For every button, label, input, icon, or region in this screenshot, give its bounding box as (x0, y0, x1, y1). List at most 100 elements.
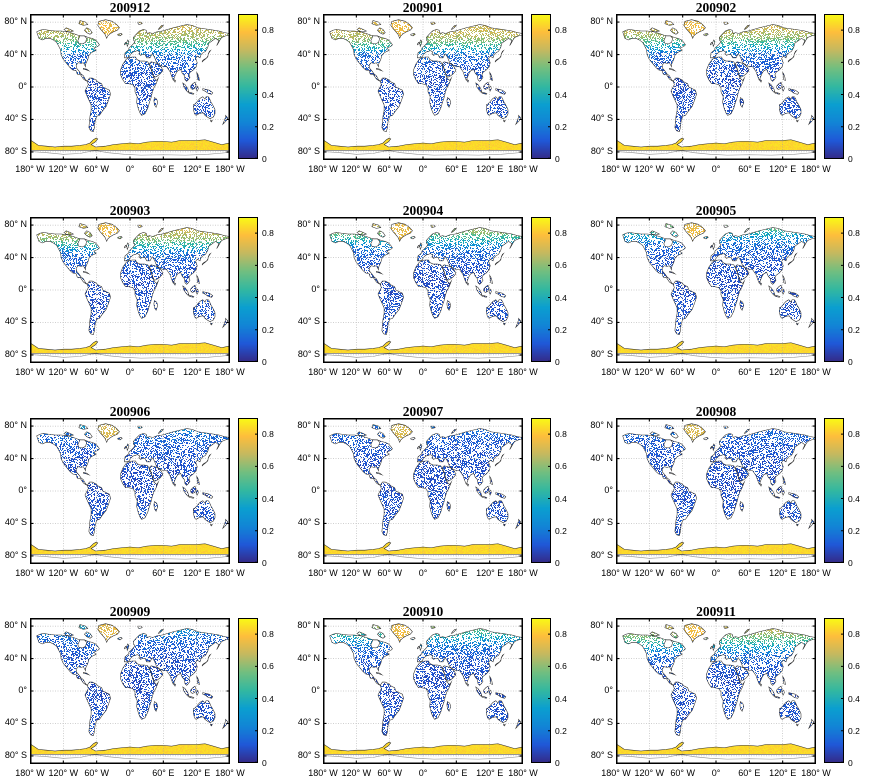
lon-tick-label: 120° E (476, 568, 504, 578)
lon-tick-label: 120° E (769, 367, 797, 377)
lat-tick-label: 80° S (297, 549, 320, 560)
colorbar-tick-label: 0.8 (555, 25, 567, 36)
lon-tick-label: 0° (418, 367, 428, 377)
colorbar-tick-label: 0.8 (848, 228, 860, 239)
map-subplot: 200905 80° N 40° N 0° 40° S 80° S 180° W 120° … (586, 195, 879, 390)
colorbar-canvas (531, 217, 551, 362)
colorbar-canvas (238, 618, 258, 763)
colorbar-tick-label: 0 (555, 558, 560, 568)
colorbar-tick-label: 0.2 (262, 121, 274, 132)
colorbar-canvas (238, 217, 258, 362)
lon-tick-label: 180° W (15, 568, 45, 578)
lon-tick-label: 0° (418, 768, 428, 778)
subplot-title: 200902 (695, 0, 737, 15)
lat-tick-label: 0° (604, 284, 613, 294)
lat-tick-label: 80° S (4, 549, 27, 560)
colorbar-tick-label: 0.6 (262, 661, 274, 672)
lon-tick-label: 120° E (183, 768, 211, 778)
lat-tick-label: 80° N (297, 420, 320, 431)
colorbar-tick-label: 0 (848, 558, 853, 568)
lon-tick-label: 180° W (801, 367, 831, 377)
colorbar-tick-label: 0.6 (555, 661, 567, 672)
lon-tick-label: 180° W (308, 768, 338, 778)
lat-tick-label: 40° S (4, 316, 27, 327)
map-subplot: 200912 80° N 40° N 0° 40° S 80° S 180° W 120° … (0, 0, 293, 195)
lat-tick-label: 80° N (590, 219, 613, 230)
lat-tick-label: 0° (604, 685, 613, 695)
lat-tick-label: 80° S (4, 348, 27, 359)
lon-tick-label: 60° E (152, 768, 175, 778)
lon-tick-label: 60° W (377, 164, 402, 174)
colorbar-tick-label: 0 (848, 758, 853, 768)
lon-tick-label: 60° W (670, 568, 695, 578)
lon-tick-label: 180° W (508, 164, 538, 174)
lat-tick-label: 80° S (4, 145, 27, 156)
lat-tick-label: 40° N (590, 652, 613, 663)
lon-tick-label: 120° W (48, 367, 79, 377)
colorbar-tick-label: 0 (848, 154, 853, 164)
colorbar-canvas (824, 217, 844, 362)
colorbar-tick-label: 0.6 (848, 461, 860, 472)
lat-tick-label: 80° S (4, 749, 27, 760)
lon-tick-label: 0° (711, 367, 721, 377)
lon-tick-label: 180° W (508, 568, 538, 578)
world-map-canvas (616, 217, 816, 363)
lon-tick-label: 120° W (634, 568, 665, 578)
lat-tick-label: 80° S (297, 145, 320, 156)
colorbar-tick-label: 0.6 (262, 260, 274, 271)
colorbar-tick-label: 0 (262, 758, 267, 768)
lat-tick-label: 80° N (590, 420, 613, 431)
lon-tick-label: 0° (711, 164, 721, 174)
world-map-canvas (323, 418, 523, 564)
lon-tick-label: 60° W (670, 768, 695, 778)
lat-tick-label: 40° S (590, 517, 613, 528)
map-subplot: 200903 80° N 40° N 0° 40° S 80° S 180° W 120° … (0, 195, 293, 390)
lon-tick-label: 60° W (84, 164, 109, 174)
colorbar-tick-label: 0.8 (262, 429, 274, 440)
map-subplot: 200911 80° N 40° N 0° 40° S 80° S 180° W 120° … (586, 585, 879, 780)
lat-tick-label: 0° (18, 81, 27, 91)
lon-tick-label: 180° W (601, 367, 631, 377)
colorbar-tick-label: 0 (848, 357, 853, 367)
colorbar-tick-label: 0.8 (555, 228, 567, 239)
lon-tick-label: 180° W (801, 768, 831, 778)
lat-tick-label: 40° S (590, 316, 613, 327)
lat-tick-label: 80° N (4, 420, 27, 431)
lat-tick-label: 40° S (4, 717, 27, 728)
colorbar-tick-label: 0.6 (848, 57, 860, 68)
lat-tick-label: 0° (311, 685, 320, 695)
subplot-title: 200903 (109, 203, 151, 218)
lon-tick-label: 0° (711, 568, 721, 578)
colorbar-tick-label: 0.2 (262, 525, 274, 536)
lon-tick-label: 60° E (738, 367, 761, 377)
lat-tick-label: 40° N (590, 251, 613, 262)
lat-tick-label: 40° N (590, 48, 613, 59)
lat-tick-label: 40° S (590, 113, 613, 124)
colorbar-tick-label: 0.2 (262, 725, 274, 736)
colorbar-canvas (824, 618, 844, 763)
lon-tick-label: 180° W (308, 164, 338, 174)
lon-tick-label: 60° W (377, 367, 402, 377)
colorbar-tick-label: 0.2 (848, 121, 860, 132)
colorbar-tick-label: 0.8 (262, 228, 274, 239)
lat-tick-label: 40° S (297, 717, 320, 728)
lon-tick-label: 180° W (508, 768, 538, 778)
lon-tick-label: 120° E (183, 367, 211, 377)
colorbar-tick-label: 0 (262, 154, 267, 164)
colorbar-tick-label: 0.8 (555, 629, 567, 640)
lon-tick-label: 60° W (377, 768, 402, 778)
lon-tick-label: 60° E (445, 768, 468, 778)
colorbar-tick-label: 0.8 (848, 629, 860, 640)
world-map-canvas (30, 14, 230, 160)
lat-tick-label: 80° N (297, 620, 320, 631)
lon-tick-label: 180° W (215, 768, 245, 778)
colorbar-tick-label: 0.2 (848, 324, 860, 335)
lon-tick-label: 0° (125, 768, 135, 778)
colorbar-tick-label: 0.2 (555, 121, 567, 132)
subplot-title: 200910 (402, 604, 444, 619)
subplot-title: 200906 (109, 404, 151, 419)
subplot-title: 200908 (695, 404, 737, 419)
colorbar-tick-label: 0 (262, 558, 267, 568)
colorbar-canvas (824, 418, 844, 563)
